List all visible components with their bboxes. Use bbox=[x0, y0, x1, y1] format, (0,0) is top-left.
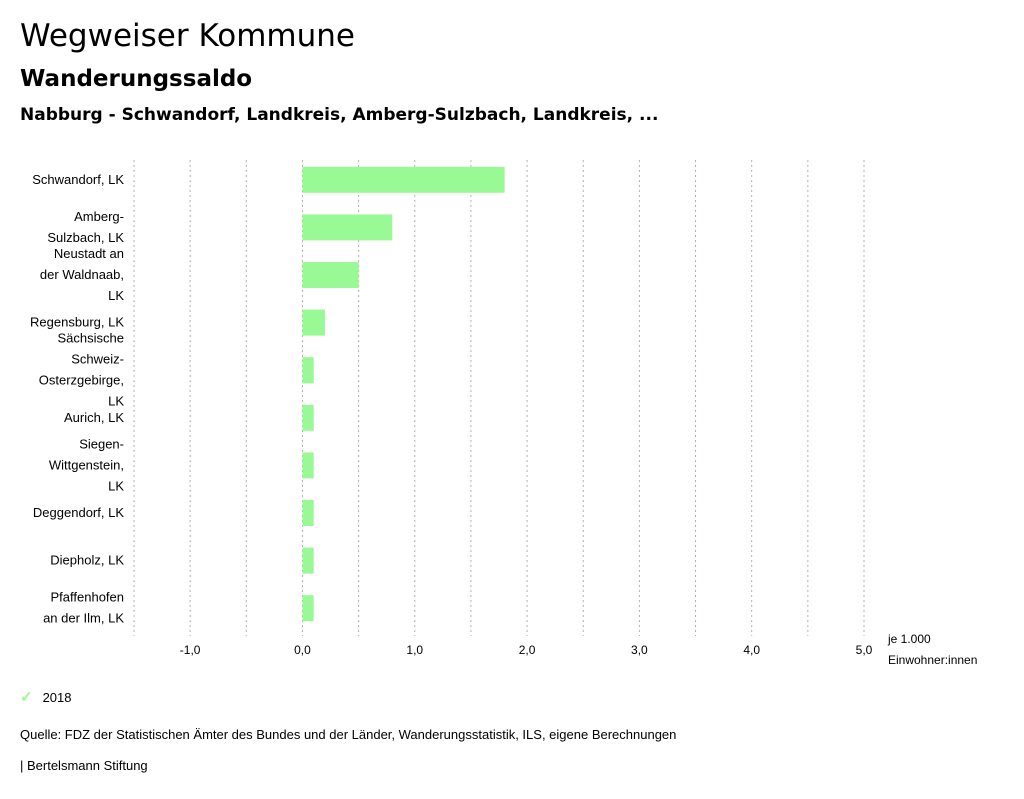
x-tick-label: 0,0 bbox=[294, 643, 311, 657]
bar-chart: -1,0 0,0 1,0 2,0 3,0 4,0 5,0 je 1.000 Einwohner:… bbox=[30, 160, 977, 667]
chart-subtitle: Wanderungssaldo bbox=[20, 66, 253, 92]
chart-title: Wegweiser Kommune bbox=[20, 18, 355, 54]
x-unit-label: Einwohner:innen bbox=[888, 653, 977, 667]
bar bbox=[302, 262, 359, 288]
category-label: Neustadt an der Waldnaab, LK bbox=[40, 246, 124, 303]
x-tick-label: 5,0 bbox=[856, 643, 873, 657]
bar bbox=[302, 500, 314, 526]
bar bbox=[302, 452, 314, 479]
x-tick-label: 3,0 bbox=[631, 643, 648, 657]
bar bbox=[302, 547, 314, 574]
x-tick-label: 1,0 bbox=[406, 643, 423, 657]
legend-item-2018[interactable]: ✓ 2018 bbox=[20, 688, 72, 706]
region-selection: Nabburg - Schwandorf, Landkreis, Amberg-… bbox=[20, 105, 659, 125]
bar bbox=[302, 357, 314, 384]
check-icon: ✓ bbox=[20, 689, 33, 706]
category-label: Schwandorf, LK bbox=[32, 172, 124, 187]
category-label: Sächsische Schweiz-Osterzgebirge, LK bbox=[39, 331, 125, 409]
legend-label: 2018 bbox=[42, 689, 72, 705]
bar bbox=[302, 404, 314, 431]
bar bbox=[302, 166, 505, 193]
category-label: Diepholz, LK bbox=[50, 553, 124, 568]
category-label: Pfaffenhofen an der Ilm, LK bbox=[43, 590, 124, 626]
category-label: Siegen-Wittgenstein, LK bbox=[49, 436, 124, 493]
bar bbox=[302, 309, 325, 336]
source-note: Quelle: FDZ der Statistischen Ämter des … bbox=[20, 727, 677, 742]
category-label: Amberg-Sulzbach, LK bbox=[47, 209, 124, 245]
x-tick-label: 4,0 bbox=[743, 643, 760, 657]
x-tick-label: -1,0 bbox=[180, 643, 201, 657]
category-label: Deggendorf, LK bbox=[33, 505, 124, 520]
bar bbox=[302, 214, 393, 241]
brand-label: | Bertelsmann Stiftung bbox=[20, 758, 148, 773]
x-unit-label: je 1.000 bbox=[887, 632, 931, 646]
category-label: Regensburg, LK bbox=[30, 315, 124, 330]
category-label: Aurich, LK bbox=[64, 410, 124, 425]
x-tick-label: 2,0 bbox=[519, 643, 536, 657]
bar bbox=[302, 595, 314, 622]
